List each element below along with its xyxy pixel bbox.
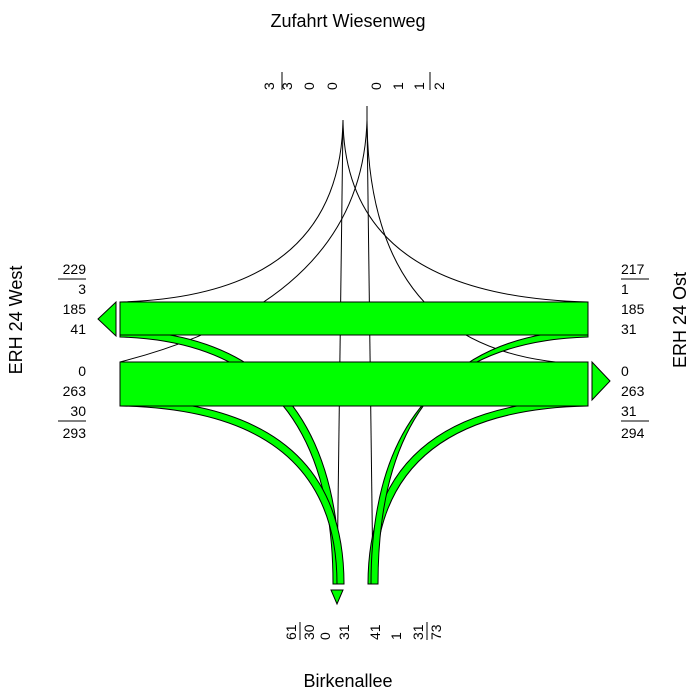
south-incoming-c: 31 [410, 624, 426, 640]
east-outgoing-total: 294 [621, 425, 645, 441]
flow-west-to-south [119, 329, 341, 585]
flow-east-to-north [366, 119, 589, 365]
west-outgoing-through: 185 [63, 301, 87, 317]
south-arm-title: Birkenallee [303, 671, 392, 691]
south-incoming-b: 1 [388, 632, 404, 640]
north-incoming-right: 0 [324, 82, 340, 90]
east-incoming-left: 1 [621, 281, 629, 297]
east-incoming-right: 31 [621, 321, 637, 337]
west-incoming-a: 0 [78, 363, 86, 379]
east-outgoing-b: 263 [621, 383, 645, 399]
south-outgoing-left: 30 [301, 624, 317, 640]
south-outgoing-right: 31 [336, 624, 352, 640]
south-incoming-total: 73 [428, 624, 444, 640]
north-outgoing-a: 0 [368, 82, 384, 90]
flow-south-to-west [119, 398, 345, 585]
east-outgoing-c: 31 [621, 403, 637, 419]
south-incoming-a: 41 [367, 624, 383, 640]
west-incoming-c: 30 [70, 403, 86, 419]
west-arm-labels: 229 3 185 41 0 263 30 293 [58, 261, 86, 441]
north-incoming-left: 3 [279, 82, 295, 90]
flow-north-to-west [119, 119, 344, 303]
north-outgoing-b: 1 [390, 82, 406, 90]
west-arm-title: ERH 24 West [6, 266, 26, 375]
south-outgoing-total: 61 [283, 624, 299, 640]
south-exit-arrow [330, 589, 344, 606]
through-east-to-west [119, 301, 589, 336]
east-incoming-through: 185 [621, 301, 645, 317]
flow-south-to-east [367, 398, 589, 585]
west-incoming-total: 293 [63, 425, 87, 441]
north-arm-title: Zufahrt Wiesenweg [270, 11, 425, 31]
west-exit-arrow [97, 300, 117, 338]
flow-north-to-south [336, 119, 344, 585]
flow-east-to-south [370, 329, 589, 585]
south-outgoing-through: 0 [317, 632, 333, 640]
east-outgoing-a: 0 [621, 363, 629, 379]
west-outgoing-right: 41 [70, 321, 86, 337]
east-arm-title: ERH 24 Ost [670, 272, 690, 368]
north-arm-labels: 3 3 0 0 0 1 1 2 [261, 72, 447, 90]
east-arm-labels: 217 1 185 31 0 263 31 294 [621, 261, 649, 441]
west-incoming-b: 263 [63, 383, 87, 399]
west-outgoing-left: 3 [78, 281, 86, 297]
flow-north-to-east [342, 119, 589, 303]
west-outgoing-total: 229 [63, 261, 87, 277]
south-arm-labels: 61 30 0 31 41 1 31 73 [283, 622, 444, 640]
north-outgoing-total: 2 [431, 82, 447, 90]
east-incoming-total: 217 [621, 261, 645, 277]
flow-south-to-north [366, 119, 374, 585]
north-incoming-total: 3 [261, 82, 277, 90]
east-exit-arrow [591, 360, 611, 402]
north-incoming-through: 0 [301, 82, 317, 90]
north-outgoing-c: 1 [411, 82, 427, 90]
through-west-to-east [119, 361, 589, 407]
